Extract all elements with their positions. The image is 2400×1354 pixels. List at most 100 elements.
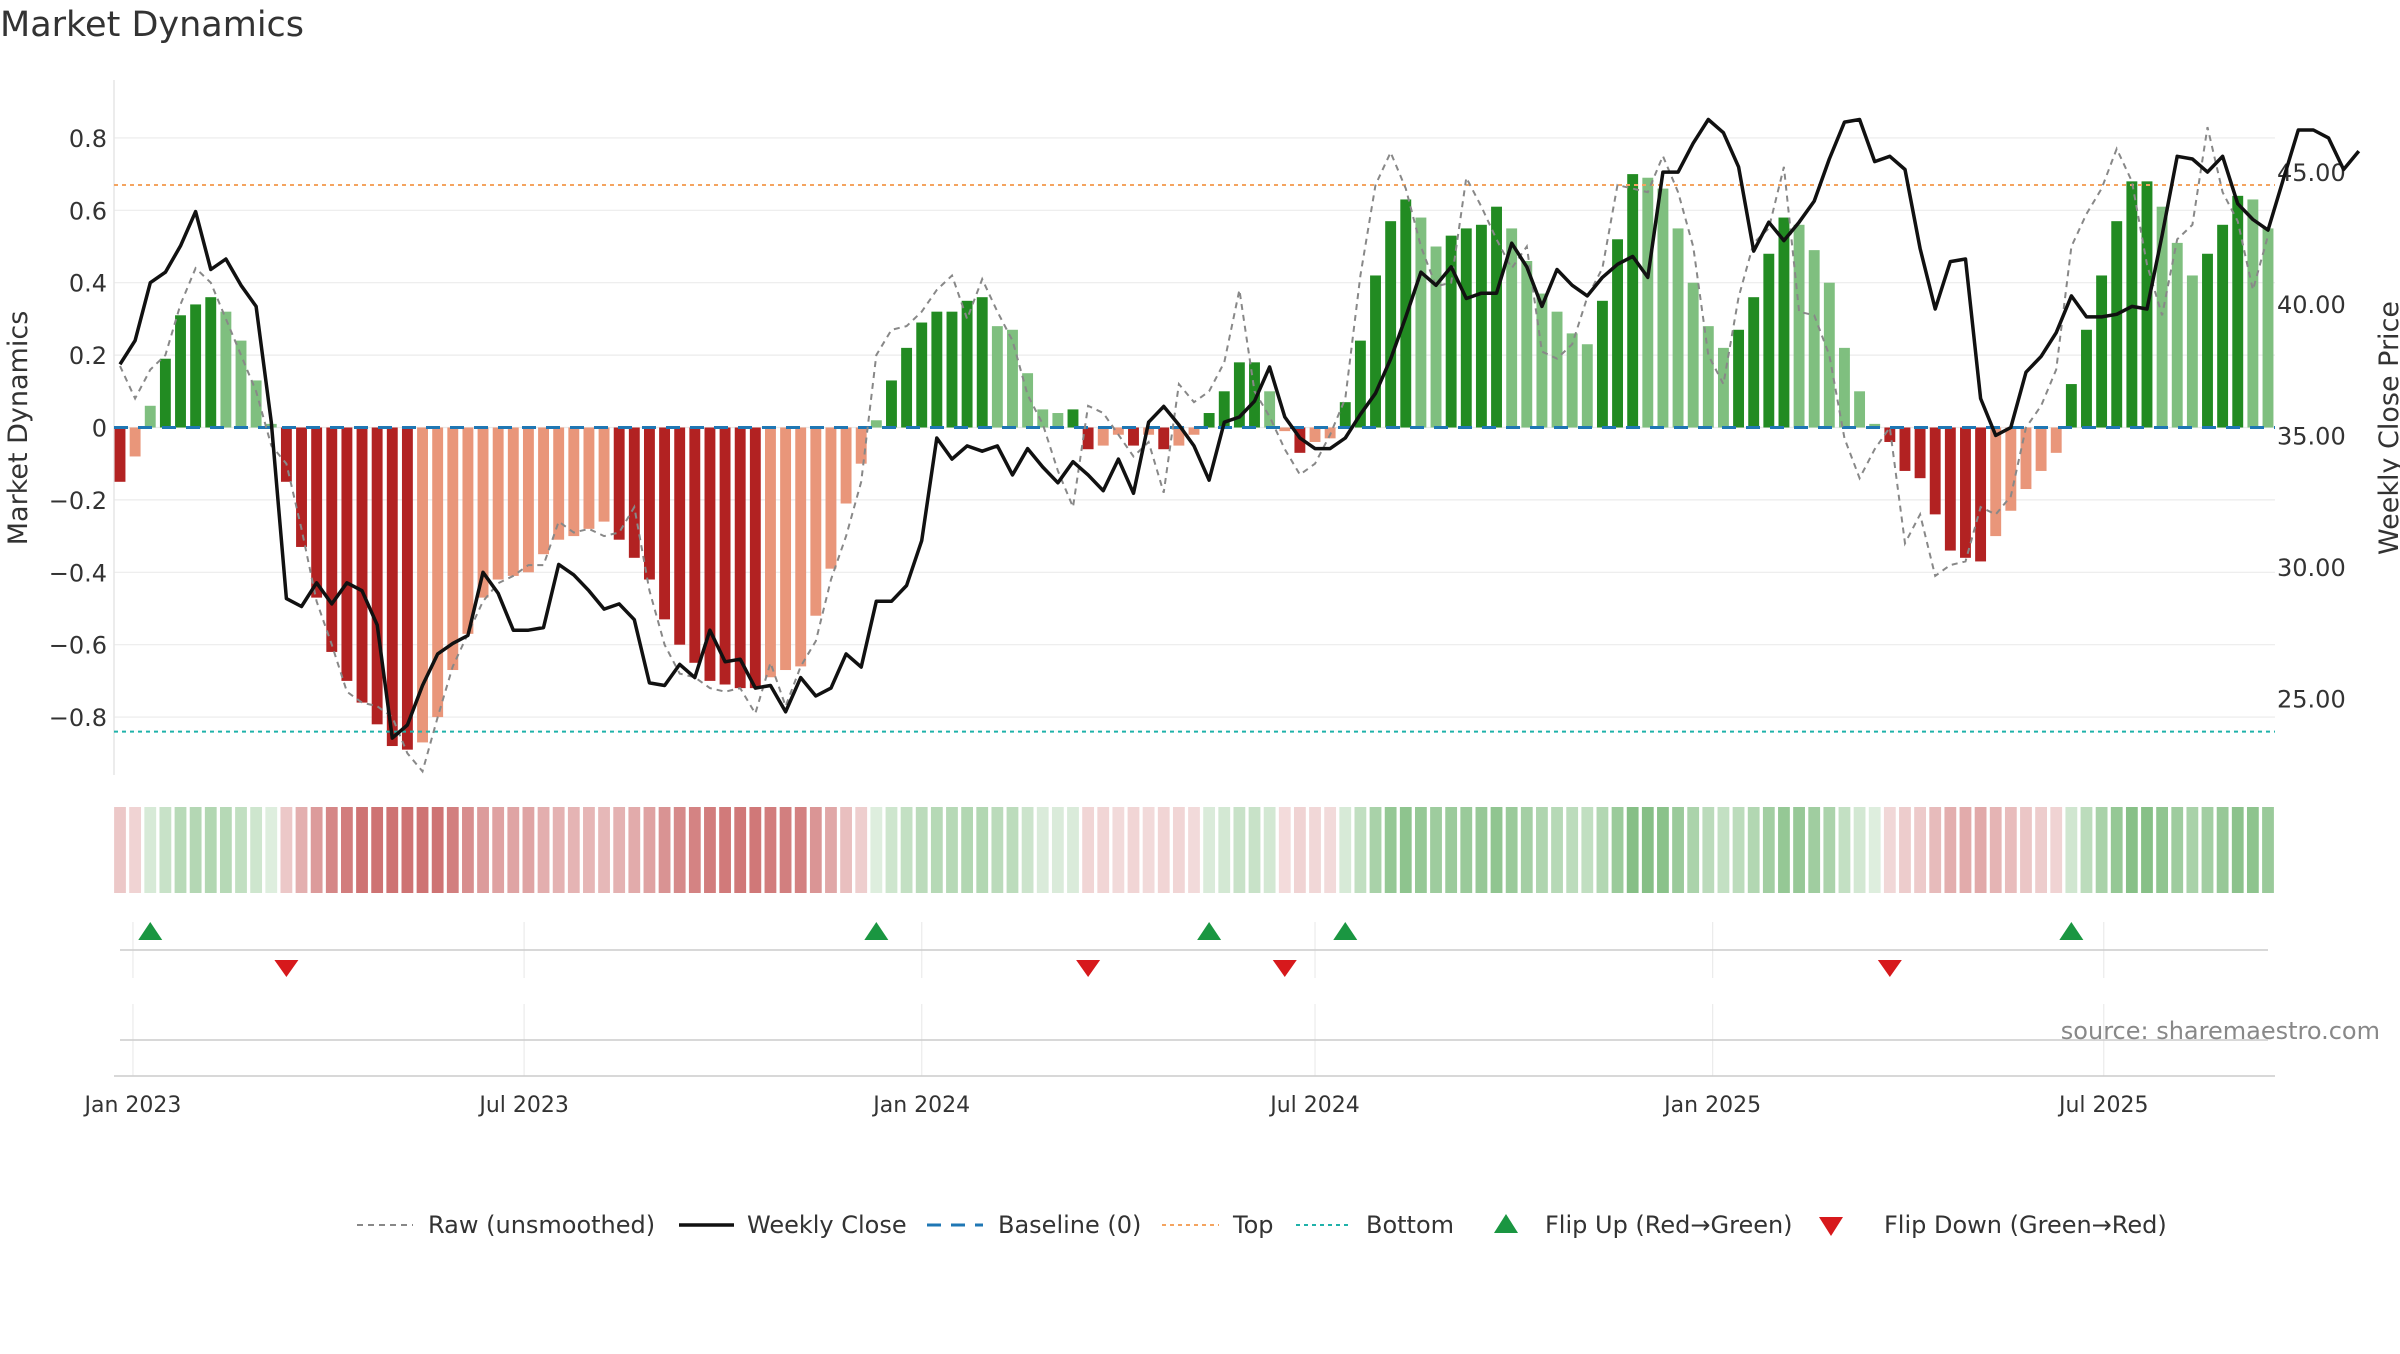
histogram-bar [1022, 373, 1034, 428]
flip-down-marker [274, 960, 299, 977]
regime-strip-cell [900, 807, 913, 893]
histogram-bar [1717, 347, 1729, 428]
regime-strip-cell [2125, 807, 2138, 893]
histogram-bar [2081, 329, 2092, 428]
y-axis-label: Market Dynamics [3, 311, 34, 546]
histogram-bar [2202, 253, 2213, 428]
histogram-bar [1279, 427, 1291, 432]
histogram-bar [553, 427, 565, 540]
y-tick-label: 0.4 [69, 270, 107, 298]
legend-close-label: Weekly Close [747, 1211, 907, 1239]
histogram-bar [1854, 391, 1866, 428]
histogram-bar [205, 297, 217, 428]
regime-strip-cell [567, 807, 580, 893]
histogram-bar [1869, 423, 1881, 428]
histogram-bar [1112, 427, 1124, 435]
histogram-bar [795, 427, 807, 667]
legend-bottom-label: Bottom [1366, 1211, 1454, 1239]
regime-strip-cell [1112, 807, 1125, 893]
histogram-bar [931, 311, 943, 428]
histogram-bar [1354, 340, 1366, 428]
histogram-bar [1672, 228, 1684, 428]
regime-strip-cell [1036, 807, 1049, 893]
regime-strip-cell [1490, 807, 1503, 893]
regime-strip-cell [2171, 807, 2184, 893]
regime-strip-cell [704, 807, 716, 893]
y-tick-label: −0.4 [49, 559, 107, 587]
y-tick-label: −0.2 [49, 487, 107, 515]
regime-strip-cell [356, 807, 368, 893]
regime-strip-cell [719, 807, 731, 893]
histogram-bar [613, 427, 625, 540]
histogram-bar [1233, 362, 1245, 428]
histogram-bar [2156, 206, 2168, 428]
histogram-bar [2096, 275, 2108, 428]
histogram-bar [734, 427, 746, 689]
regime-strip-cell [1460, 807, 1473, 893]
histogram-bar [825, 427, 837, 569]
regime-strip-cell [1641, 807, 1654, 893]
regime-strip-cell [386, 807, 399, 893]
regime-strip-cell [1868, 807, 1881, 893]
regime-strip-cell [1551, 807, 1563, 893]
regime-strip-cell [1899, 807, 1911, 893]
regime-strip-cell [1188, 807, 1200, 893]
regime-strip-cell [1974, 807, 1987, 893]
regime-strip-cell [2020, 807, 2032, 893]
x-tick-label: Jul 2025 [2057, 1093, 2149, 1118]
histogram-bar [1793, 224, 1805, 428]
regime-strip-cell [1051, 807, 1064, 893]
histogram-bar [1460, 228, 1472, 428]
histogram-bar [2262, 228, 2274, 428]
regime-strip-cell [840, 807, 852, 893]
histogram-bar [719, 427, 731, 685]
histogram-bar [628, 427, 640, 558]
histogram-bar [1914, 427, 1926, 479]
histogram-bar [1763, 253, 1775, 428]
legend-flip-up-swatch [1494, 1214, 1518, 1233]
histogram-bar [462, 427, 474, 634]
histogram-bar [1067, 409, 1079, 428]
bars-layer [114, 174, 2274, 750]
histogram-bar [1899, 427, 1911, 471]
regime-strip-cell [401, 807, 414, 893]
histogram-bar [780, 427, 792, 671]
histogram-bar [840, 427, 852, 504]
regime-strip-cell [1309, 807, 1321, 893]
chart-title: Market Dynamics [0, 5, 304, 45]
regime-strip-cell [809, 807, 822, 893]
regime-strip-cell [325, 807, 338, 893]
regime-strip-cell [976, 807, 989, 893]
legend-baseline-label: Baseline (0) [998, 1211, 1141, 1239]
histogram-bar [190, 304, 202, 428]
regime-strip-cell [1218, 807, 1231, 893]
regime-strip-cell [159, 807, 172, 893]
regime-strip-cell [2004, 807, 2017, 893]
regime-strip-cell [1324, 807, 1337, 893]
regime-strip-cell [1384, 807, 1397, 893]
regime-strip-cell [915, 807, 928, 893]
regime-strip-cell [552, 807, 565, 893]
regime-strip-cell [1505, 807, 1518, 893]
regime-strip-cell [1747, 807, 1760, 893]
regime-strip-cell [598, 807, 610, 893]
regime-strip-cell [431, 807, 444, 893]
histogram-bar [1596, 300, 1608, 428]
regime-strip-cell [1127, 807, 1140, 893]
y2-tick-label: 35.00 [2277, 422, 2346, 450]
histogram-bar [2232, 195, 2244, 428]
flip-up-marker [1333, 922, 1358, 940]
regime-strip-cell [1142, 807, 1155, 893]
regime-strip-cell [2080, 807, 2093, 893]
histogram-bar [1249, 362, 1260, 428]
histogram-bar [2005, 427, 2017, 511]
regime-strip-cell [2246, 807, 2259, 893]
regime-strip-cell [1021, 807, 1034, 893]
source-annotation: source: sharemaestro.com [2061, 1017, 2380, 1045]
regime-strip-cell [1883, 807, 1896, 893]
flip-down-marker [1272, 960, 1297, 977]
y-tick-label: −0.6 [49, 632, 107, 660]
histogram-bar [1037, 409, 1049, 428]
